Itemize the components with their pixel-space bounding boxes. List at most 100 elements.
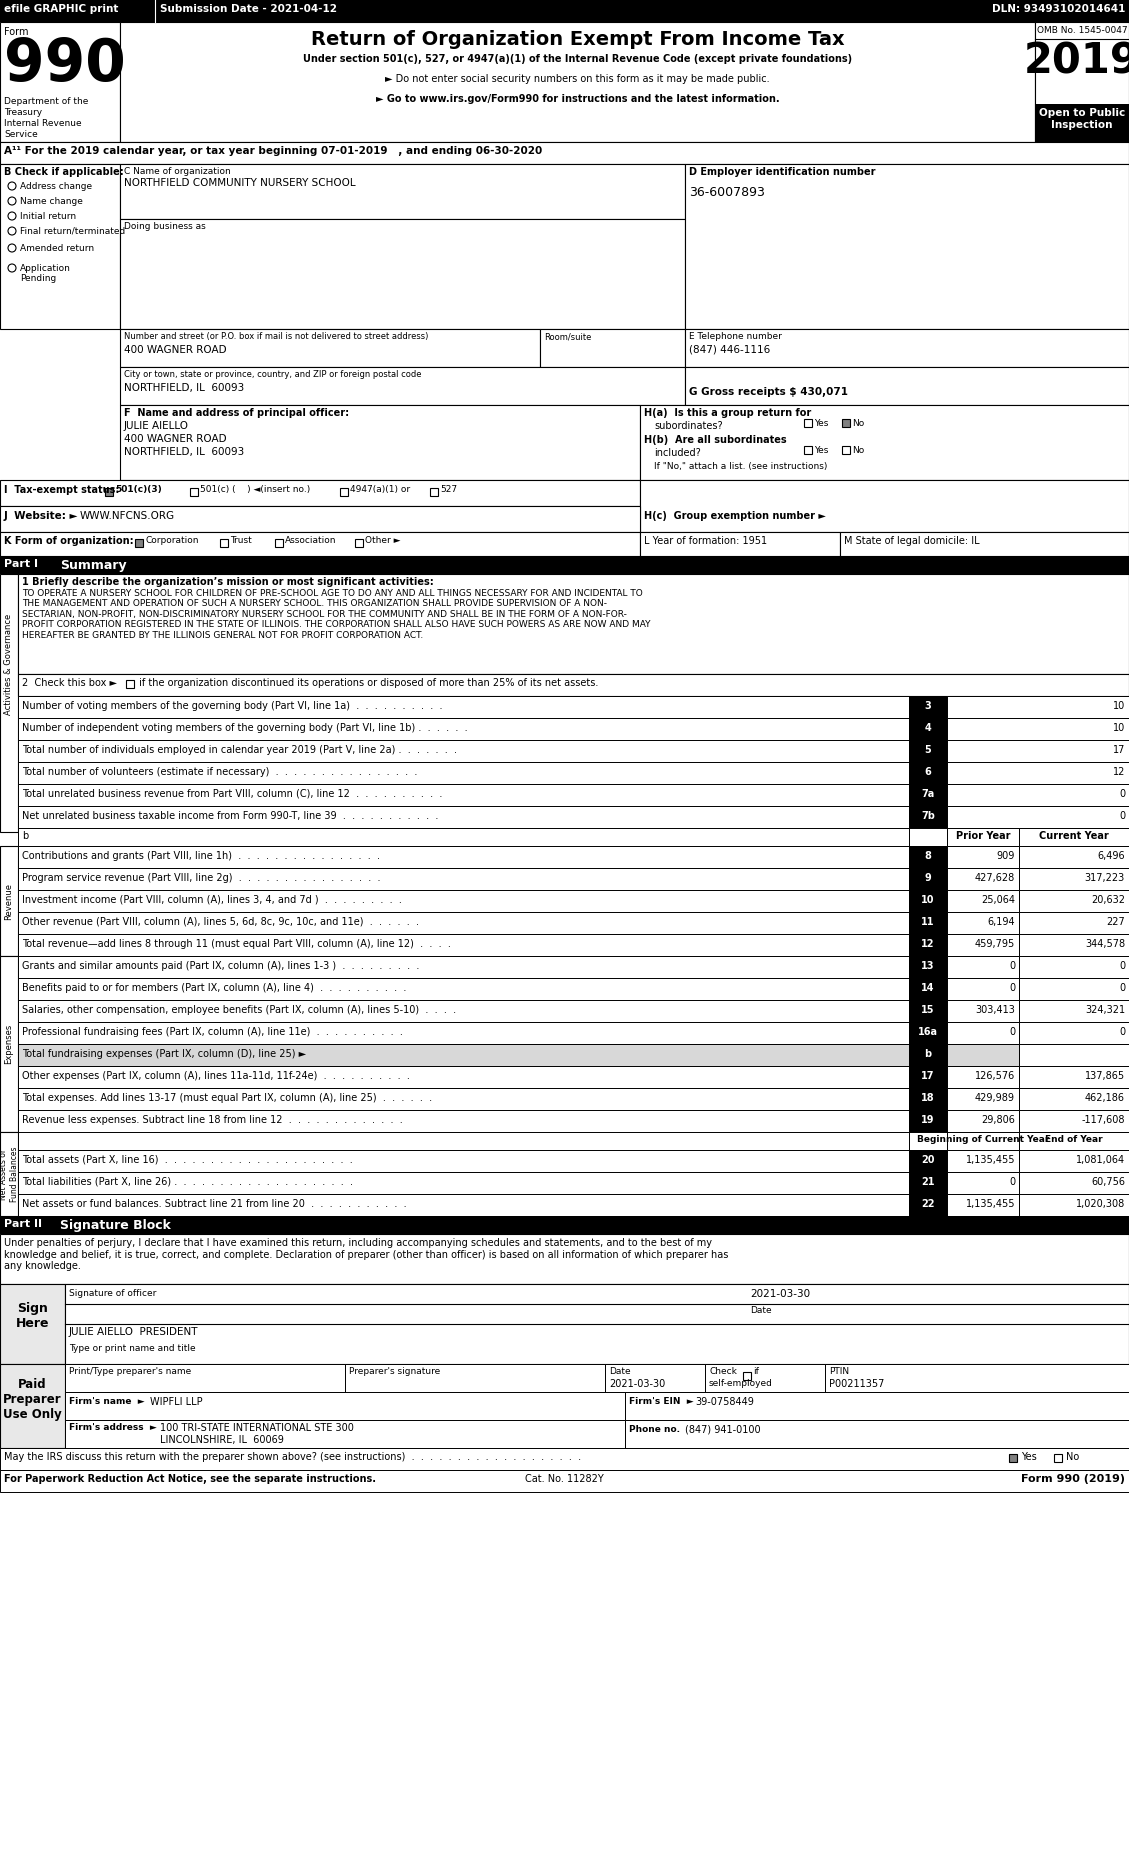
- Bar: [1019, 1066, 1129, 1088]
- Text: ► Go to www.irs.gov/Form990 for instructions and the latest information.: ► Go to www.irs.gov/Form990 for instruct…: [376, 95, 779, 104]
- Text: Prior Year: Prior Year: [956, 831, 1010, 841]
- Bar: [842, 418, 850, 428]
- Bar: [947, 1066, 1019, 1088]
- Text: Firm's address  ►: Firm's address ►: [69, 1423, 157, 1432]
- Text: Paid
Preparer
Use Only: Paid Preparer Use Only: [3, 1378, 62, 1421]
- Text: Salaries, other compensation, employee benefits (Part IX, column (A), lines 5-10: Salaries, other compensation, employee b…: [21, 1004, 456, 1016]
- Bar: [947, 889, 1019, 911]
- Bar: [18, 763, 909, 785]
- Text: Expenses: Expenses: [5, 1023, 14, 1064]
- Bar: [640, 405, 1129, 480]
- Bar: [909, 1133, 947, 1149]
- Bar: [909, 1194, 947, 1216]
- Text: 0: 0: [1009, 1027, 1015, 1038]
- Text: Signature of officer: Signature of officer: [69, 1289, 157, 1298]
- Bar: [18, 1001, 909, 1021]
- Bar: [640, 532, 840, 556]
- Text: TO OPERATE A NURSERY SCHOOL FOR CHILDREN OF PRE-SCHOOL AGE TO DO ANY AND ALL THI: TO OPERATE A NURSERY SCHOOL FOR CHILDREN…: [21, 590, 650, 640]
- Text: 2021-03-30: 2021-03-30: [750, 1289, 811, 1298]
- Bar: [743, 1373, 751, 1380]
- Bar: [120, 329, 540, 366]
- Text: 10: 10: [921, 895, 935, 906]
- Text: 13: 13: [921, 962, 935, 971]
- Bar: [0, 164, 120, 329]
- Bar: [840, 532, 1129, 556]
- Bar: [126, 681, 134, 688]
- Text: if: if: [753, 1367, 759, 1376]
- Bar: [18, 1149, 909, 1172]
- Text: 459,795: 459,795: [974, 939, 1015, 949]
- Bar: [909, 956, 947, 978]
- Text: F  Name and address of principal officer:: F Name and address of principal officer:: [124, 407, 349, 418]
- Text: 1,135,455: 1,135,455: [965, 1155, 1015, 1164]
- Bar: [909, 934, 947, 956]
- Text: Form: Form: [5, 28, 28, 37]
- Bar: [430, 487, 438, 497]
- Bar: [1019, 934, 1129, 956]
- Text: P00211357: P00211357: [829, 1378, 884, 1389]
- Text: J  Website: ►: J Website: ►: [5, 512, 79, 521]
- Text: 137,865: 137,865: [1085, 1071, 1124, 1081]
- Bar: [0, 141, 1129, 164]
- Bar: [0, 0, 1129, 22]
- Text: Trust: Trust: [230, 536, 252, 545]
- Bar: [947, 1088, 1019, 1110]
- Text: Initial return: Initial return: [20, 212, 76, 221]
- Text: (847) 941-0100: (847) 941-0100: [685, 1425, 761, 1436]
- Bar: [909, 911, 947, 934]
- Text: Investment income (Part VIII, column (A), lines 3, 4, and 7d )  .  .  .  .  .  .: Investment income (Part VIII, column (A)…: [21, 895, 402, 906]
- Text: No: No: [1066, 1453, 1079, 1462]
- Text: subordinates?: subordinates?: [654, 420, 723, 432]
- Text: Revenue less expenses. Subtract line 18 from line 12  .  .  .  .  .  .  .  .  . : Revenue less expenses. Subtract line 18 …: [21, 1114, 403, 1125]
- Text: ► Do not enter social security numbers on this form as it may be made public.: ► Do not enter social security numbers o…: [385, 74, 770, 84]
- Bar: [909, 889, 947, 911]
- Bar: [65, 1363, 345, 1391]
- Text: Under section 501(c), 527, or 4947(a)(1) of the Internal Revenue Code (except pr: Under section 501(c), 527, or 4947(a)(1)…: [303, 54, 852, 63]
- Text: H(b)  Are all subordinates: H(b) Are all subordinates: [644, 435, 787, 445]
- Bar: [18, 1088, 909, 1110]
- Bar: [909, 1066, 947, 1088]
- Text: No: No: [852, 446, 865, 456]
- Text: 0: 0: [1119, 811, 1124, 820]
- Bar: [909, 1110, 947, 1133]
- Bar: [947, 956, 1019, 978]
- Text: OMB No. 1545-0047: OMB No. 1545-0047: [1036, 26, 1128, 35]
- Text: I  Tax-exempt status:: I Tax-exempt status:: [5, 485, 120, 495]
- Text: Total fundraising expenses (Part IX, column (D), line 25) ►: Total fundraising expenses (Part IX, col…: [21, 1049, 306, 1058]
- Bar: [947, 869, 1019, 889]
- Text: 227: 227: [1106, 917, 1124, 926]
- Bar: [909, 696, 947, 718]
- Bar: [909, 718, 947, 740]
- Text: included?: included?: [654, 448, 701, 458]
- Bar: [275, 539, 283, 547]
- Text: Revenue: Revenue: [5, 882, 14, 919]
- Bar: [65, 1283, 1129, 1363]
- Bar: [18, 828, 909, 846]
- Text: efile GRAPHIC print: efile GRAPHIC print: [5, 4, 119, 15]
- Bar: [909, 740, 947, 763]
- Text: Number of voting members of the governing body (Part VI, line 1a)  .  .  .  .  .: Number of voting members of the governin…: [21, 701, 443, 711]
- Text: M State of legal domicile: IL: M State of legal domicile: IL: [844, 536, 980, 547]
- Bar: [1019, 1194, 1129, 1216]
- Text: WIPFLI LLP: WIPFLI LLP: [150, 1397, 202, 1406]
- Text: Part I: Part I: [5, 560, 38, 569]
- Text: Amended return: Amended return: [20, 244, 94, 253]
- Bar: [1019, 978, 1129, 1001]
- Text: Total revenue—add lines 8 through 11 (must equal Part VIII, column (A), line 12): Total revenue—add lines 8 through 11 (mu…: [21, 939, 450, 949]
- Text: 3: 3: [925, 701, 931, 711]
- Text: Yes: Yes: [1021, 1453, 1036, 1462]
- Bar: [120, 219, 685, 329]
- Bar: [909, 1172, 947, 1194]
- Bar: [1019, 1133, 1129, 1149]
- Text: Net Assets or
Fund Balances: Net Assets or Fund Balances: [0, 1146, 19, 1202]
- Bar: [1019, 869, 1129, 889]
- Text: 1,081,064: 1,081,064: [1076, 1155, 1124, 1164]
- Text: -117,608: -117,608: [1082, 1114, 1124, 1125]
- Text: 1,020,308: 1,020,308: [1076, 1200, 1124, 1209]
- Bar: [909, 1001, 947, 1021]
- Text: 0: 0: [1009, 982, 1015, 993]
- Bar: [685, 164, 1129, 329]
- Text: Total assets (Part X, line 16)  .  .  .  .  .  .  .  .  .  .  .  .  .  .  .  .  : Total assets (Part X, line 16) . . . . .…: [21, 1155, 352, 1164]
- Text: K Form of organization:: K Form of organization:: [5, 536, 133, 547]
- Text: May the IRS discuss this return with the preparer shown above? (see instructions: May the IRS discuss this return with the…: [5, 1453, 581, 1462]
